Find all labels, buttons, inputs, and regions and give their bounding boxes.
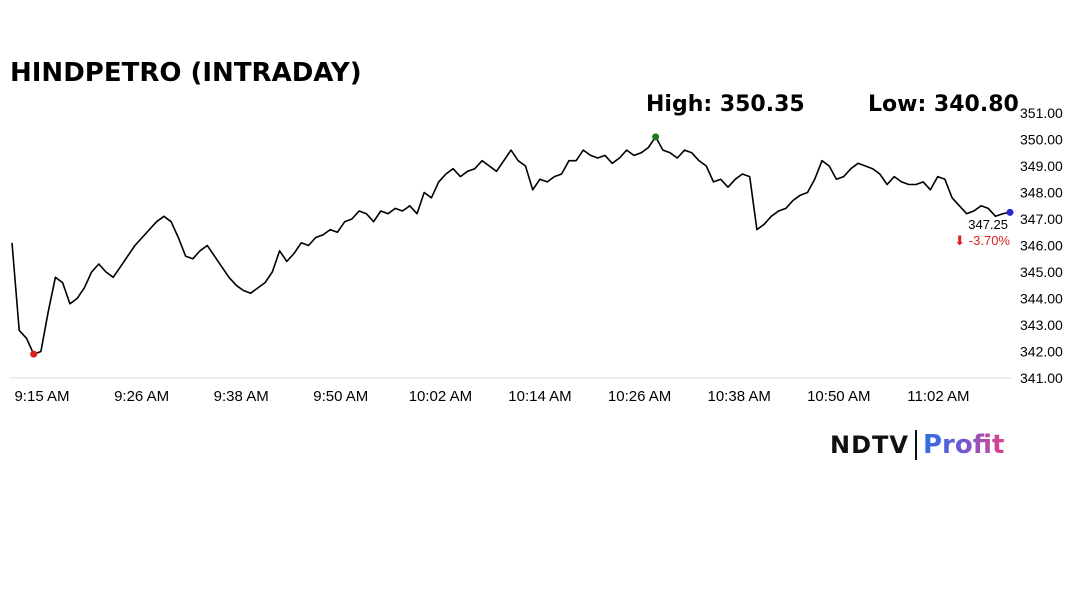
high-label: High: 350.35 <box>646 92 805 117</box>
last-marker <box>1006 208 1014 216</box>
y-tick-label: 348.00 <box>1020 185 1063 201</box>
y-tick-label: 341.00 <box>1020 370 1063 386</box>
y-tick-label: 342.00 <box>1020 344 1063 360</box>
x-tick-labels: 9:15 AM 9:26 AM 9:38 AM 9:50 AM 10:02 AM 10:1… <box>14 388 969 405</box>
high-marker <box>652 133 660 141</box>
x-tick-label: 10:14 AM <box>508 388 571 405</box>
y-tick-label: 350.00 <box>1020 132 1063 148</box>
logo-profit-text: Profit <box>922 430 1005 460</box>
y-tick-label: 345.00 <box>1020 264 1063 280</box>
x-tick-label: 10:50 AM <box>807 388 870 405</box>
y-tick-label: 344.00 <box>1020 291 1063 307</box>
x-tick-label: 9:50 AM <box>313 388 368 405</box>
last-price-label: 347.25 <box>968 217 1008 232</box>
y-tick-label: 346.00 <box>1020 238 1063 254</box>
x-tick-label: 9:26 AM <box>114 388 169 405</box>
price-line <box>11 136 1011 355</box>
chart-title: HINDPETRO (INTRADAY) <box>10 58 362 88</box>
x-tick-label: 9:15 AM <box>14 388 69 405</box>
logo-separator <box>914 430 917 460</box>
y-tick-label: 347.00 <box>1020 211 1063 227</box>
y-tick-label: 343.00 <box>1020 317 1063 333</box>
ndtv-profit-logo: NDTV Profit <box>830 428 1004 462</box>
x-tick-label: 9:38 AM <box>214 388 269 405</box>
low-label: Low: 340.80 <box>868 92 1019 117</box>
logo-ndtv-text: NDTV <box>830 431 909 459</box>
low-marker <box>30 350 38 358</box>
y-tick-labels: 341.00 342.00 343.00 344.00 345.00 346.00 347.… <box>1020 105 1063 386</box>
x-tick-label: 10:26 AM <box>608 388 671 405</box>
y-tick-label: 349.00 <box>1020 158 1063 174</box>
change-percent-label: ⬇ -3.70% <box>954 233 1010 248</box>
y-tick-label: 351.00 <box>1020 105 1063 121</box>
x-tick-label: 10:38 AM <box>708 388 771 405</box>
x-tick-label: 11:02 AM <box>907 388 969 405</box>
x-tick-label: 10:02 AM <box>409 388 472 405</box>
